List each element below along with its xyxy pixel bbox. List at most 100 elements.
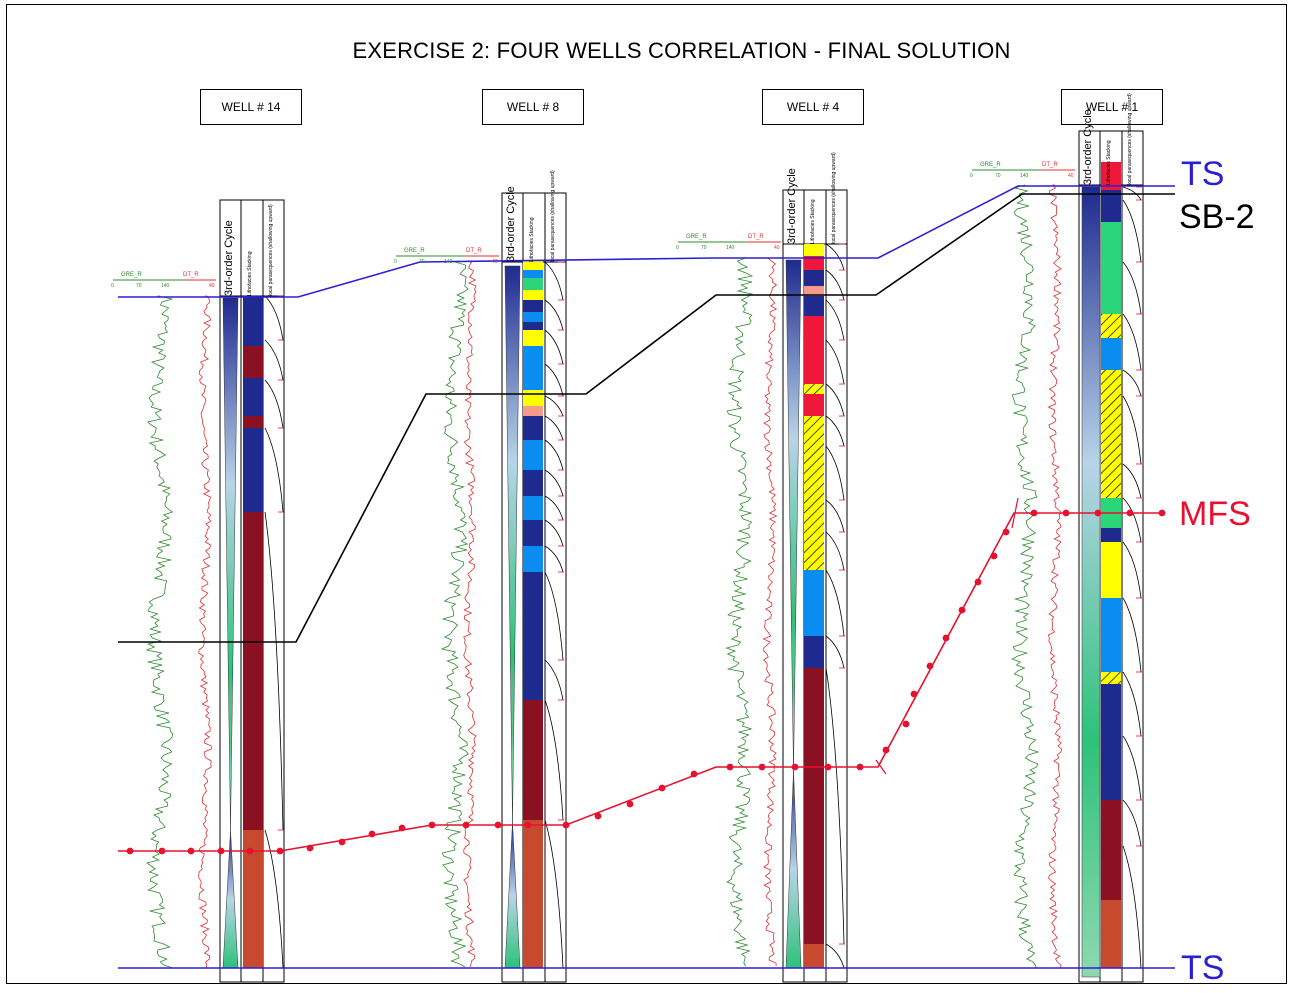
mfs-marker bbox=[626, 800, 634, 808]
dt-log-header: DT_R bbox=[466, 248, 482, 254]
dt-log-curve bbox=[198, 295, 212, 969]
parasequence-arc bbox=[544, 545, 564, 573]
mfs-marker bbox=[462, 821, 470, 829]
dt-scale-tick-label: 40 bbox=[492, 259, 498, 265]
dt-log-header: DT_R bbox=[1042, 162, 1058, 168]
parasequence-arc bbox=[1122, 199, 1142, 263]
parasequence-arc bbox=[544, 261, 564, 301]
gr-log-curve bbox=[1011, 184, 1040, 969]
mfs-marker bbox=[368, 830, 376, 838]
parasequence-arc bbox=[264, 379, 284, 429]
lithofacies-bed bbox=[523, 496, 543, 520]
lithofacies-bed bbox=[804, 570, 824, 636]
parasequence-arc bbox=[264, 511, 284, 831]
mfs-marker bbox=[658, 784, 666, 792]
dt-log-header: DT_R bbox=[748, 234, 764, 240]
lithofacies-bed bbox=[243, 830, 263, 968]
lithofacies-bed bbox=[804, 416, 824, 446]
lithofacies-bed bbox=[243, 416, 263, 428]
mfs-marker bbox=[1126, 509, 1134, 517]
cycle-regressive-triangle bbox=[785, 769, 802, 969]
parasequence-arc bbox=[825, 339, 845, 385]
cycle-transgressive-triangle bbox=[222, 297, 239, 831]
parasequence-arc bbox=[544, 439, 564, 471]
parasequence-arc bbox=[544, 819, 564, 969]
mfs-marker bbox=[902, 720, 910, 728]
log-curves bbox=[113, 169, 1075, 969]
mfs-marker bbox=[398, 824, 406, 832]
parasequence-arc bbox=[1122, 845, 1142, 969]
lithofacies-bed bbox=[523, 346, 543, 364]
lithofacies-bed bbox=[1101, 684, 1121, 736]
gr-scale-tick-label: 140 bbox=[1020, 173, 1029, 179]
well-columns bbox=[219, 130, 1144, 983]
parasequence-arc bbox=[544, 469, 564, 497]
column-header-text: 3rd-order Cycle bbox=[1082, 109, 1094, 185]
lithofacies-bed bbox=[523, 390, 543, 406]
lithofacies-bed bbox=[523, 546, 543, 572]
parasequence-arc bbox=[264, 829, 284, 969]
lithofacies-bed bbox=[523, 700, 543, 820]
gr-log-header: GRE_R bbox=[404, 248, 425, 254]
lithofacies-bed bbox=[523, 312, 543, 322]
parasequence-arc bbox=[544, 659, 564, 701]
parasequence-arc bbox=[544, 415, 564, 441]
parasequence-arc bbox=[1122, 186, 1142, 201]
sb2-label: SB-2 bbox=[1179, 198, 1255, 236]
ts-bottom-label: TS bbox=[1181, 949, 1225, 987]
lithofacies-bed bbox=[1101, 222, 1121, 262]
parasequence-arc bbox=[825, 569, 845, 637]
mfs-surface-line bbox=[118, 512, 1165, 852]
well-column-track bbox=[1121, 130, 1144, 983]
lithofacies-bed bbox=[1101, 370, 1121, 396]
well-1-label: WELL # 1 bbox=[1061, 89, 1163, 125]
mfs-marker bbox=[690, 770, 698, 778]
lithofacies-bed bbox=[1101, 190, 1121, 222]
parasequence-arc bbox=[1122, 597, 1142, 673]
lithofacies-bed bbox=[804, 668, 824, 944]
parasequence-arc bbox=[544, 395, 564, 417]
column-header-text: 3rd-order Cycle bbox=[786, 168, 798, 244]
dt-scale-tick-label: 40 bbox=[774, 245, 780, 251]
gr-log-header: GRE_R bbox=[686, 234, 707, 240]
parasequence-arc bbox=[1122, 369, 1142, 397]
gr-log-header: GRE_R bbox=[980, 162, 1001, 168]
lithofacies-bed bbox=[243, 428, 263, 512]
lithofacies-bed bbox=[523, 278, 543, 290]
lithofacies-bed bbox=[523, 470, 543, 496]
lithofacies-bed bbox=[523, 322, 543, 330]
well-column-track bbox=[544, 192, 567, 983]
parasequence-arc bbox=[264, 427, 284, 513]
cycle-transgressive-triangle bbox=[785, 259, 802, 771]
well-4-label: WELL # 4 bbox=[762, 89, 864, 125]
mfs-marker bbox=[217, 847, 225, 855]
mfs-marker bbox=[306, 844, 314, 852]
figure-frame bbox=[6, 4, 1287, 984]
column-header-text: local parasequences (shallowing upward) bbox=[831, 152, 837, 244]
mfs-marker bbox=[562, 821, 570, 829]
lithofacies-bed bbox=[243, 346, 263, 378]
lithofacies-bed bbox=[1101, 464, 1121, 498]
mfs-marker bbox=[824, 763, 832, 771]
lithofacies-bed bbox=[523, 270, 543, 278]
well-column-track bbox=[262, 199, 285, 983]
lithofacies-bed bbox=[804, 944, 824, 968]
correlation-lines bbox=[118, 185, 1175, 969]
gr-scale-tick-label: 0 bbox=[394, 259, 397, 265]
mfs-marker bbox=[1030, 509, 1038, 517]
mfs-marker bbox=[246, 847, 254, 855]
parasequence-arc bbox=[825, 299, 845, 341]
mfs-marker bbox=[726, 763, 734, 771]
parasequence-arc bbox=[544, 495, 564, 521]
parasequence-arc bbox=[1122, 463, 1142, 499]
gr-scale-tick-label: 140 bbox=[444, 259, 453, 265]
column-header-text: Lithofacies Stacking bbox=[810, 199, 816, 244]
gr-log-header: GRE_R bbox=[121, 272, 142, 278]
lithofacies-bed bbox=[804, 316, 824, 340]
lithofacies-bed bbox=[523, 406, 543, 416]
cycle-transgressive-triangle bbox=[504, 265, 521, 823]
parasequence-arc bbox=[1122, 395, 1142, 465]
mfs-marker bbox=[158, 847, 166, 855]
parasequence-arc bbox=[1122, 735, 1142, 801]
mfs-marker bbox=[1062, 509, 1070, 517]
